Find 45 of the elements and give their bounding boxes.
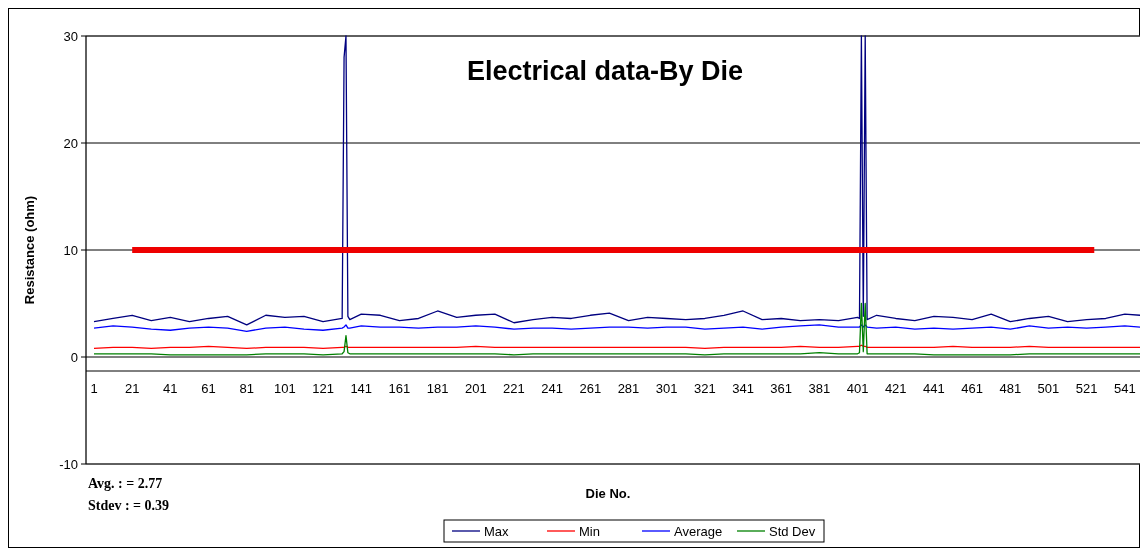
- x-tick-label: 1: [90, 381, 98, 396]
- x-tick-label: 301: [655, 381, 678, 396]
- legend-label: Std Dev: [769, 523, 816, 539]
- text: Electrical data-By Die: [466, 56, 744, 86]
- legend-label: Average: [674, 523, 723, 539]
- x-tick-label: 401: [846, 381, 869, 396]
- x-tick-label: 381: [808, 381, 831, 396]
- line-series: [93, 324, 1140, 332]
- x-tick-label: 481: [999, 381, 1022, 396]
- x-tick-label: 441: [923, 381, 945, 396]
- y-axis-title: Resistance (ohm): [22, 195, 37, 305]
- x-tick-label: 41: [163, 381, 178, 396]
- x-tick-label: 501: [1037, 381, 1060, 396]
- x-tick-label: 81: [239, 381, 254, 396]
- x-axis-title: Die No.: [585, 486, 631, 501]
- y-tick-label: 0: [70, 349, 78, 365]
- x-tick-label: 61: [201, 381, 216, 396]
- text: Stdev : = 0.39: [88, 498, 170, 513]
- x-tick-label: 361: [770, 381, 793, 396]
- x-tick-label: 101: [274, 381, 296, 396]
- text: Avg. : = 2.77: [88, 476, 163, 491]
- x-tick-label: 21: [124, 381, 140, 396]
- x-tick-label: 221: [503, 381, 525, 396]
- legend-label: Max: [484, 523, 510, 539]
- x-tick-label: 161: [388, 381, 411, 396]
- x-tick-label: 461: [961, 381, 983, 396]
- legend-label: Min: [579, 523, 600, 539]
- x-tick-label: 241: [541, 381, 563, 396]
- y-tick-label: -10: [59, 456, 78, 472]
- x-tick-label: 121: [312, 381, 334, 396]
- line-series: [93, 35, 1140, 326]
- x-tick-label: 541: [1113, 381, 1136, 396]
- x-tick-label: 281: [617, 381, 640, 396]
- x-tick-label: 261: [579, 381, 602, 396]
- y-tick-label: 30: [63, 28, 78, 44]
- x-tick-label: 341: [732, 381, 754, 396]
- x-tick-label: 421: [884, 381, 907, 396]
- x-tick-label: 201: [464, 381, 487, 396]
- line-series: [93, 302, 1140, 356]
- x-tick-label: 181: [426, 381, 449, 396]
- y-tick-label: 10: [63, 242, 78, 258]
- x-tick-label: 321: [694, 381, 716, 396]
- x-tick-label: 521: [1075, 381, 1098, 396]
- x-tick-label: 141: [350, 381, 373, 396]
- y-tick-label: 20: [63, 135, 78, 151]
